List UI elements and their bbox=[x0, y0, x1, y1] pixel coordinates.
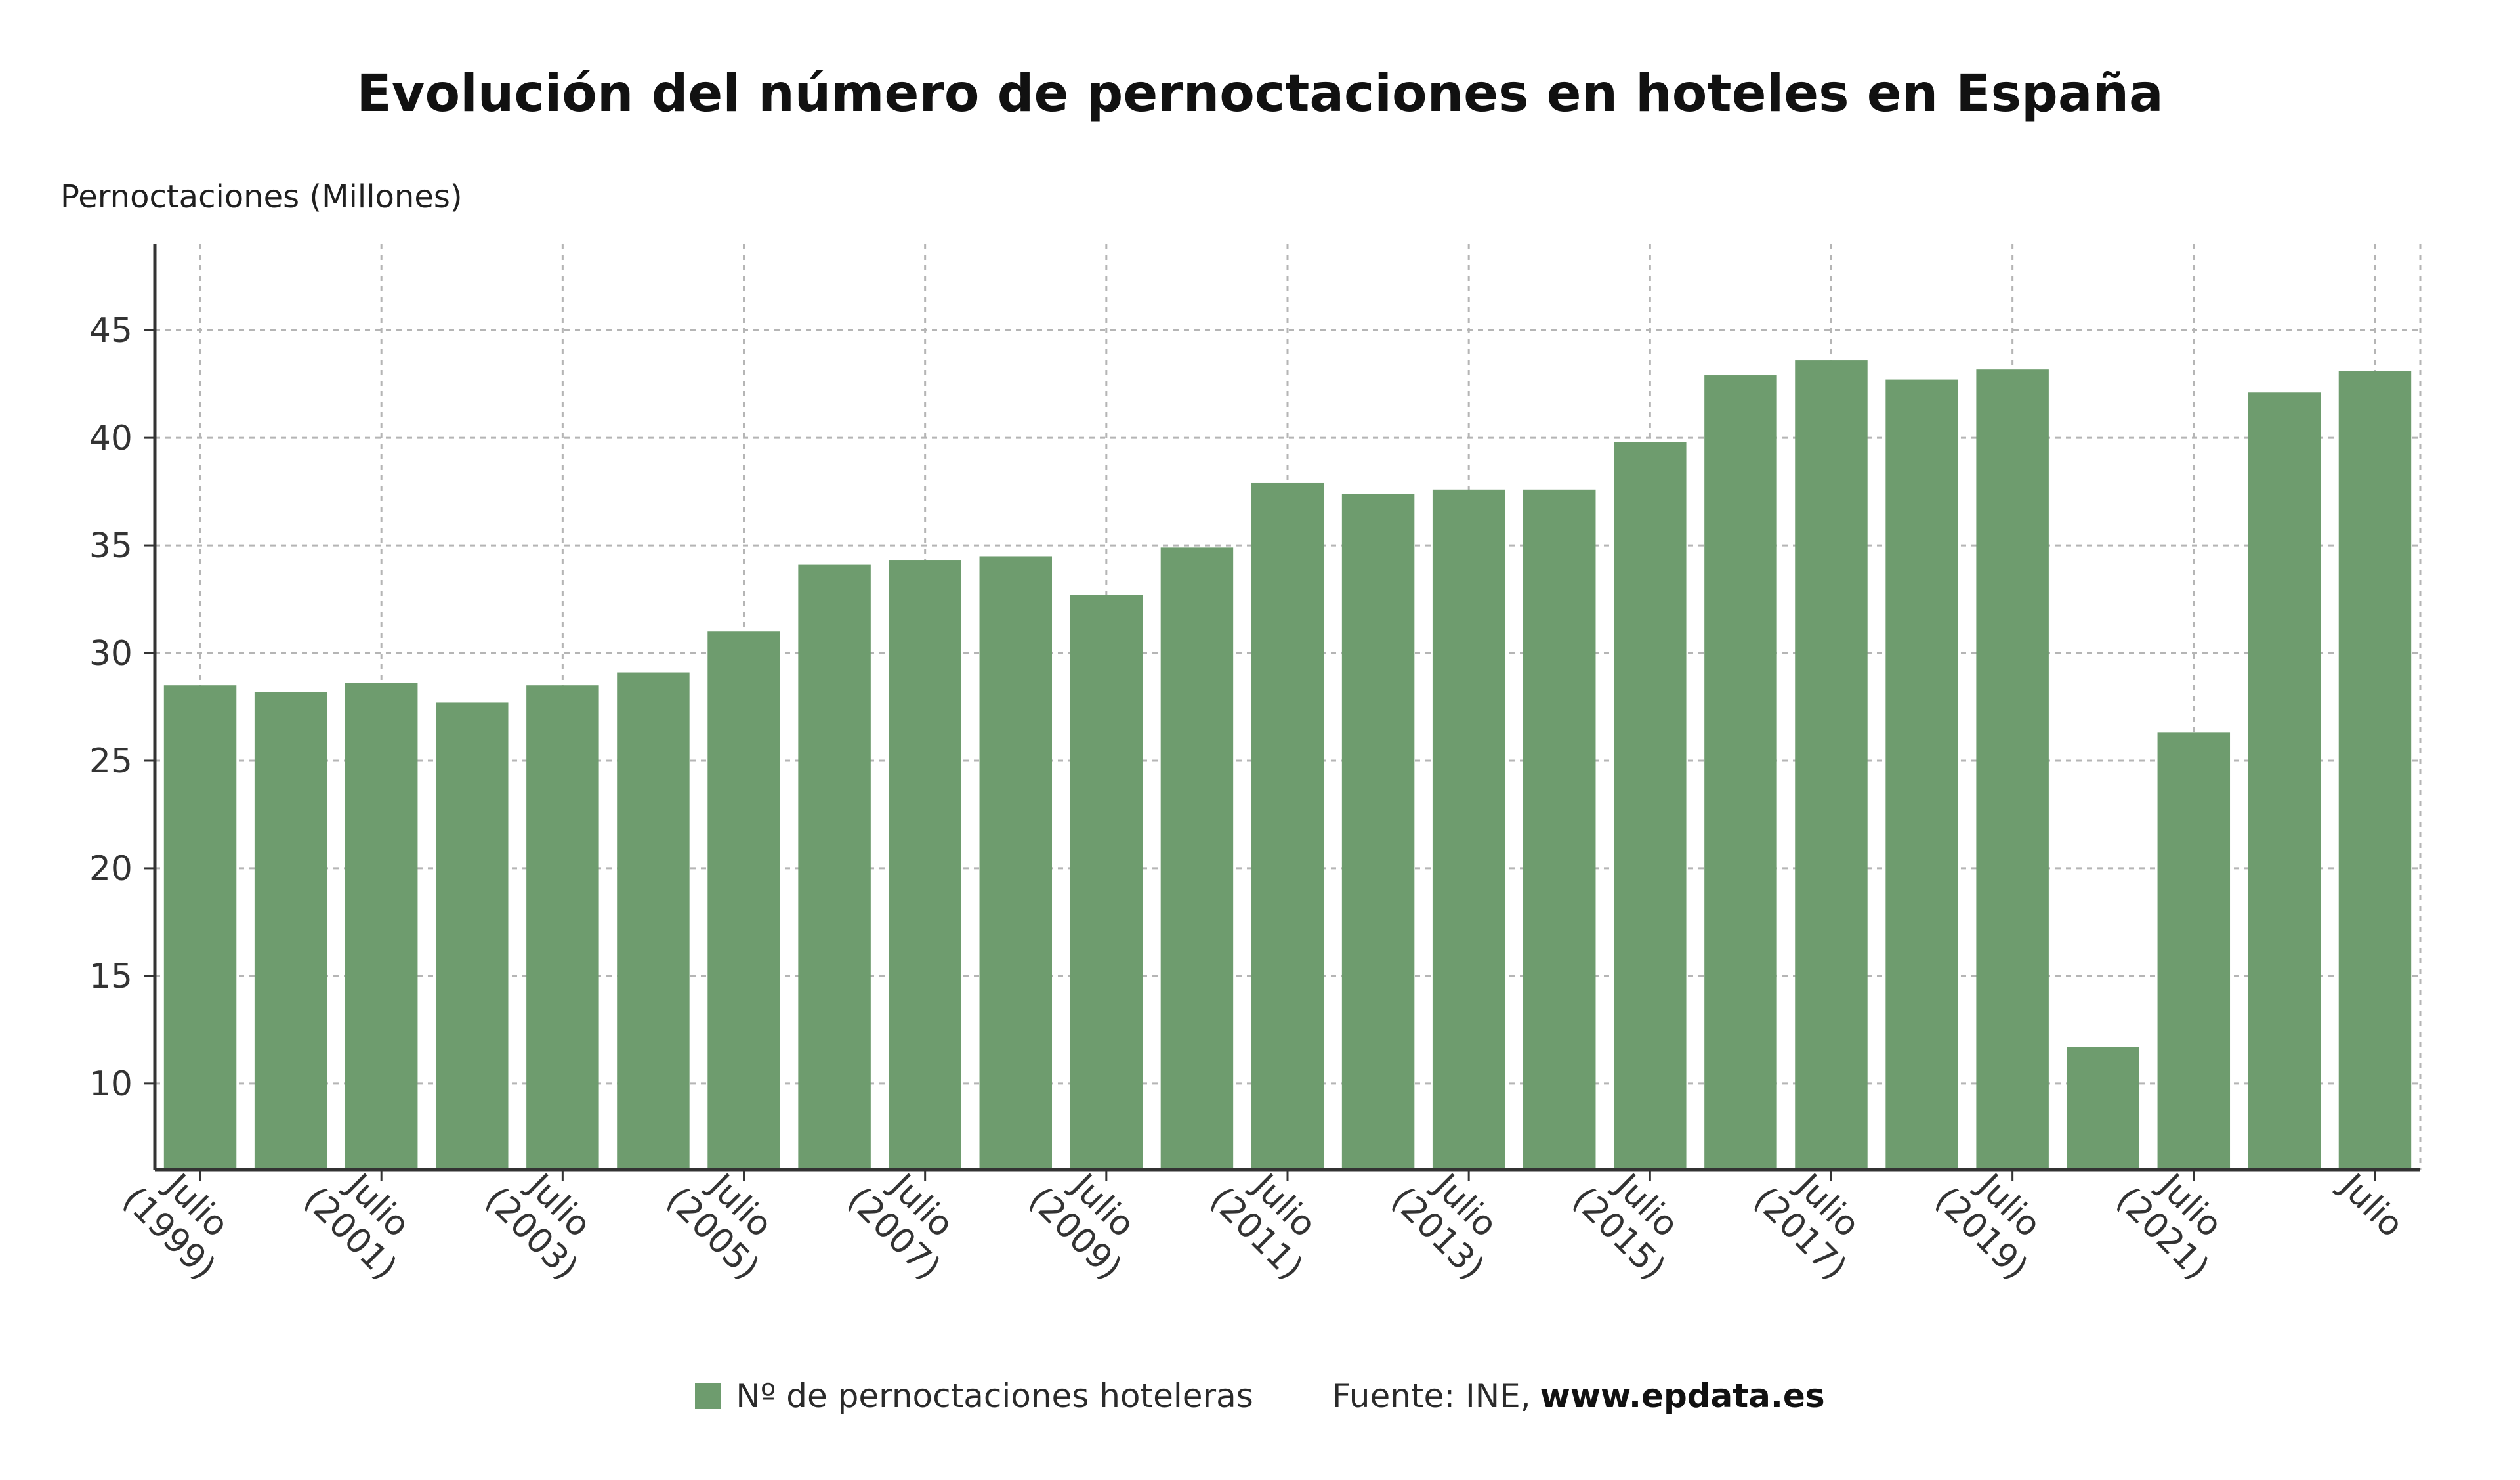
bar bbox=[1614, 442, 1687, 1170]
y-tick-label: 10 bbox=[89, 1065, 133, 1104]
bar bbox=[2157, 732, 2231, 1170]
bar bbox=[617, 672, 690, 1170]
x-tick-label-group: Julio(2003) bbox=[477, 1165, 598, 1288]
x-tick-label-group: Julio(2011) bbox=[1202, 1165, 1324, 1288]
bar bbox=[2067, 1047, 2139, 1170]
y-tick-label: 25 bbox=[89, 742, 133, 781]
x-tick-label-group: Julio(2001) bbox=[296, 1165, 417, 1288]
y-tick-label: 40 bbox=[89, 419, 133, 458]
bar bbox=[1523, 489, 1596, 1170]
x-tick-label-group: Julio(2007) bbox=[840, 1165, 961, 1288]
bar bbox=[798, 564, 871, 1170]
bar bbox=[1341, 494, 1415, 1170]
y-tick-label: 45 bbox=[89, 311, 133, 350]
bar bbox=[1160, 547, 1234, 1170]
bar bbox=[1976, 369, 2049, 1170]
bar bbox=[1704, 375, 1777, 1170]
y-tick-label: 15 bbox=[89, 957, 133, 996]
x-tick-label-group: Julio(1999) bbox=[115, 1165, 236, 1288]
bar bbox=[436, 702, 509, 1170]
bar bbox=[345, 683, 418, 1170]
legend: Nº de pernoctaciones hoteleras Fuente: I… bbox=[0, 1377, 2520, 1415]
bar bbox=[1251, 482, 1324, 1170]
x-tick-label-group: Julio(2021) bbox=[2109, 1165, 2230, 1288]
source-link[interactable]: www.epdata.es bbox=[1540, 1377, 1825, 1415]
bar bbox=[1885, 379, 1958, 1170]
legend-swatch bbox=[695, 1383, 722, 1409]
bar bbox=[163, 685, 237, 1170]
x-tick-label-group: Julio(2013) bbox=[1383, 1165, 1505, 1288]
bar bbox=[1795, 360, 1868, 1170]
x-tick-label-group: Julio bbox=[2331, 1165, 2411, 1245]
bar bbox=[1070, 595, 1143, 1170]
x-tick-label-group: Julio(2017) bbox=[1746, 1165, 1868, 1288]
x-tick-label-group: Julio(2019) bbox=[1927, 1165, 2049, 1288]
bar bbox=[889, 560, 961, 1170]
bar bbox=[1432, 489, 1505, 1170]
legend-series-label: Nº de pernoctaciones hoteleras bbox=[736, 1377, 1253, 1415]
y-tick-label: 20 bbox=[89, 849, 133, 889]
bar bbox=[526, 685, 599, 1170]
bar bbox=[979, 556, 1052, 1170]
chart-title: Evolución del número de pernoctaciones e… bbox=[356, 64, 2164, 123]
source-prefix: Fuente: INE, bbox=[1332, 1377, 1531, 1415]
y-tick-label: 30 bbox=[89, 634, 133, 673]
bar bbox=[2338, 371, 2412, 1170]
y-tick-label: 35 bbox=[89, 526, 133, 566]
x-tick-label-group: Julio(2009) bbox=[1021, 1165, 1143, 1288]
bar bbox=[2248, 392, 2321, 1170]
x-tick-label-group: Julio(2015) bbox=[1564, 1165, 1686, 1288]
x-tick-label: Julio bbox=[2331, 1165, 2411, 1245]
bar bbox=[254, 692, 327, 1170]
bar bbox=[707, 631, 780, 1170]
x-tick-label-group: Julio(2005) bbox=[659, 1165, 780, 1288]
y-axis-label: Pernoctaciones (Millones) bbox=[60, 179, 463, 215]
